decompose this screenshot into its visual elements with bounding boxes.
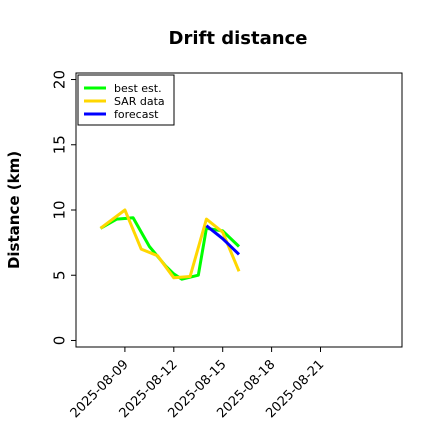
y-axis-ticks: 0 5 10 15 20 <box>51 70 76 346</box>
legend-label: forecast <box>114 108 159 121</box>
series-line-sar-data <box>99 208 241 280</box>
chart-title: Drift distance <box>169 28 308 49</box>
legend-label: SAR data <box>114 95 165 108</box>
y-tick-label: 20 <box>51 70 69 89</box>
series-line-forecast <box>205 224 241 256</box>
y-axis-label: Distance (km) <box>5 151 23 269</box>
y-tick-label: 0 <box>51 336 69 346</box>
y-tick-label: 5 <box>51 270 69 280</box>
y-tick-label: 10 <box>51 200 69 219</box>
series-lines <box>99 208 241 281</box>
x-axis-ticks: 2025-08-092025-08-122025-08-152025-08-18… <box>68 347 327 421</box>
legend-label: best est. <box>114 82 162 95</box>
y-tick-label: 15 <box>51 135 69 154</box>
